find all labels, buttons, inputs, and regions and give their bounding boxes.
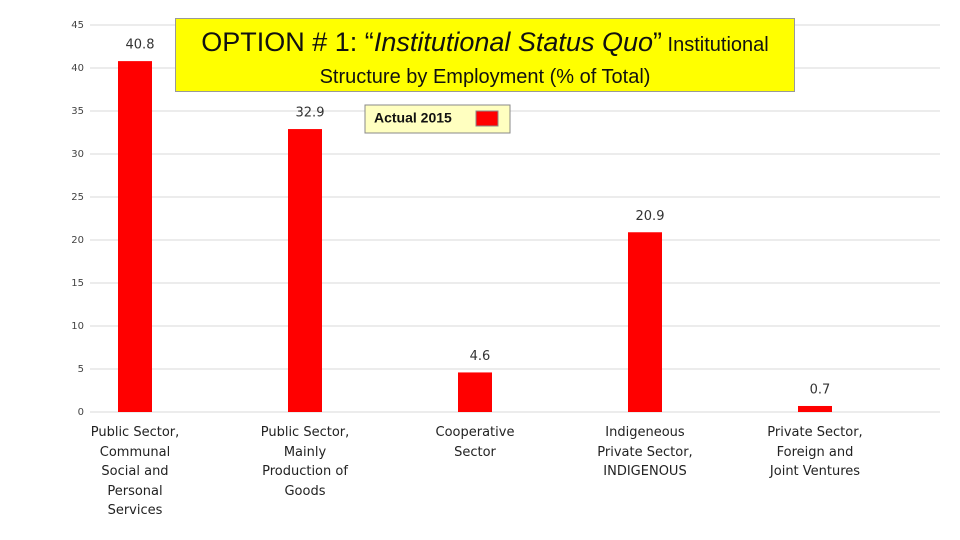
x-tick-label: Indigeneous Private Sector, INDIGENOUS bbox=[597, 425, 693, 479]
bar bbox=[798, 405, 832, 412]
y-tick-label: 20 bbox=[71, 235, 84, 246]
title-part: OPTION # 1: “ bbox=[201, 27, 374, 57]
x-tick-label: Cooperative Sector bbox=[435, 425, 515, 460]
y-tick-label: 10 bbox=[71, 321, 84, 332]
y-tick-label: 40 bbox=[71, 63, 84, 74]
y-tick-label: 25 bbox=[71, 192, 84, 203]
data-label: 0.7 bbox=[810, 382, 831, 397]
y-tick-label: 30 bbox=[71, 149, 84, 160]
title-part: Institutional Structure by Employment (%… bbox=[319, 34, 769, 88]
x-tick-label: Private Sector, Foreign and Joint Ventur… bbox=[767, 425, 863, 479]
y-tick-label: 45 bbox=[71, 20, 84, 31]
data-label: 32.9 bbox=[296, 106, 325, 121]
x-tick-label: Public Sector, Mainly Production of Good… bbox=[260, 425, 350, 499]
legend-swatch bbox=[475, 110, 499, 127]
title-part: ” bbox=[652, 27, 662, 57]
x-tick-label: Public Sector, Communal Social and Perso… bbox=[90, 425, 180, 518]
data-label: 20.9 bbox=[636, 209, 665, 224]
bar bbox=[628, 232, 662, 412]
bar bbox=[118, 61, 152, 413]
chart-title: OPTION # 1: “Institutional Status Quo” I… bbox=[175, 18, 795, 92]
y-tick-label: 0 bbox=[78, 407, 84, 418]
legend-label: Actual 2015 bbox=[374, 110, 452, 126]
data-label: 4.6 bbox=[470, 349, 491, 364]
title-part: Institutional Status Quo bbox=[373, 27, 653, 57]
legend: Actual 2015 bbox=[364, 104, 511, 134]
y-tick-label: 15 bbox=[71, 278, 84, 289]
data-label: 40.8 bbox=[126, 38, 155, 53]
bar bbox=[458, 372, 492, 412]
y-tick-label: 35 bbox=[71, 106, 84, 117]
bar bbox=[288, 129, 322, 412]
y-tick-label: 5 bbox=[78, 364, 84, 375]
